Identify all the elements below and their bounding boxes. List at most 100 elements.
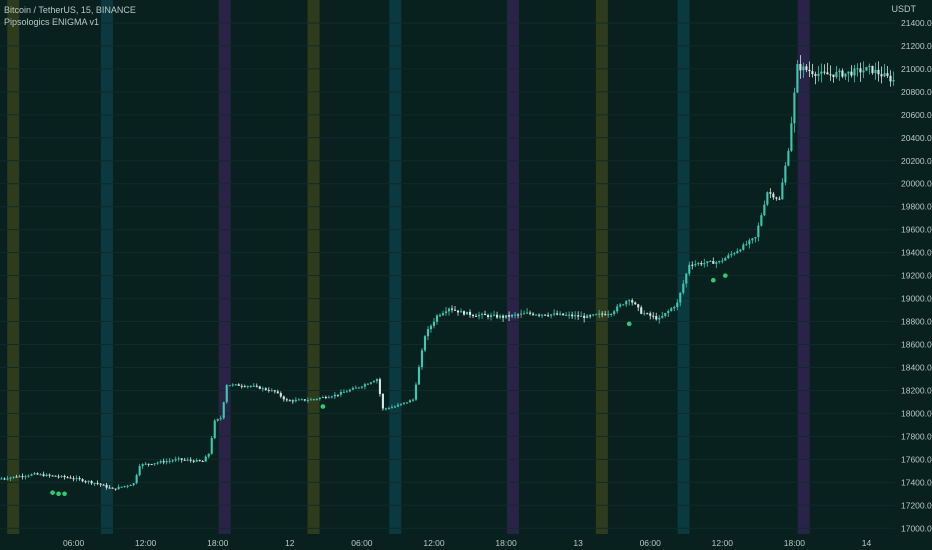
- candle-body: [174, 459, 177, 461]
- candle-body: [405, 402, 409, 404]
- price-tick-label: 21200.00: [901, 41, 932, 51]
- candle-body: [399, 403, 402, 405]
- candle-body: [456, 310, 460, 313]
- candle-body: [297, 399, 300, 401]
- price-axis: 17000.00 17200.00 17400.00 17600.00 17800.00…: [901, 18, 932, 533]
- candle-body: [285, 399, 288, 401]
- candle-body: [219, 418, 222, 420]
- candle-body: [312, 399, 315, 401]
- price-tick-label: 19000.00: [901, 294, 932, 304]
- currency-label: USDT: [891, 4, 917, 14]
- candle-body: [336, 394, 339, 396]
- candle-body: [835, 72, 838, 78]
- candle-body: [267, 389, 270, 391]
- session-bands: [7, 0, 810, 534]
- candle-body: [303, 399, 306, 401]
- candle-body: [429, 325, 433, 330]
- candle-body: [39, 474, 42, 476]
- session-band-yellow: [595, 0, 608, 534]
- candle-body: [465, 311, 469, 315]
- candle-body: [703, 263, 706, 265]
- candle-body: [435, 315, 439, 322]
- candle-body: [318, 397, 321, 399]
- candle-body: [300, 399, 303, 401]
- candle-body: [622, 304, 625, 306]
- candle-body: [144, 463, 147, 465]
- price-tick-label: 18600.00: [901, 340, 932, 350]
- candle-body: [568, 314, 571, 316]
- candle-body: [523, 313, 526, 315]
- candle-body: [129, 485, 132, 487]
- candle-body: [586, 315, 589, 319]
- candle-body: [601, 313, 604, 315]
- candle-body: [321, 397, 324, 399]
- candle-body: [874, 69, 877, 74]
- candle-body: [9, 477, 12, 479]
- candle-body: [775, 197, 778, 199]
- candle-body: [168, 460, 171, 462]
- candle-body: [892, 80, 895, 82]
- candle-body: [237, 384, 240, 386]
- candle-body: [126, 485, 129, 487]
- candle-body: [790, 123, 793, 151]
- candle-body: [571, 314, 574, 317]
- candle-body: [781, 182, 784, 200]
- candle-body: [33, 473, 36, 475]
- candle-body: [255, 385, 258, 387]
- candle-body: [619, 304, 622, 307]
- candle-body: [574, 315, 577, 317]
- candle-body: [396, 404, 399, 407]
- candle-body: [462, 311, 466, 315]
- signal-dot: [723, 273, 728, 278]
- candle-body: [45, 474, 48, 477]
- candle-body: [514, 314, 517, 316]
- candle-body: [477, 314, 481, 317]
- candle-body: [808, 69, 811, 72]
- candle-body: [541, 314, 544, 316]
- time-axis: 06:00 12:00 18:00 12 06:00 12:00 18:00 13 06:00 1…: [63, 538, 872, 548]
- candle-body: [526, 312, 529, 314]
- candle-body: [225, 385, 228, 403]
- candle-body: [105, 484, 108, 488]
- candle-body: [21, 476, 24, 478]
- symbol-title[interactable]: Bitcoin / TetherUS, 15, BINANCE: [4, 5, 136, 15]
- candle-body: [258, 386, 261, 389]
- candle-body: [111, 487, 114, 489]
- candle-body: [375, 379, 378, 382]
- candle-body: [15, 476, 18, 478]
- candle-body: [453, 309, 457, 311]
- signal-dot: [50, 490, 55, 495]
- candle-body: [778, 198, 781, 200]
- candle-body: [673, 307, 676, 309]
- candle-body: [135, 475, 138, 484]
- candle-body: [667, 310, 670, 314]
- candle-body: [688, 264, 691, 274]
- candle-body: [99, 483, 102, 485]
- candle-body: [502, 315, 505, 318]
- candle-body: [222, 402, 225, 419]
- price-tick-label: 19400.00: [901, 248, 932, 258]
- candle-body: [387, 408, 390, 410]
- time-tick-label: 12:00: [423, 538, 445, 548]
- candle-body: [625, 301, 628, 305]
- candle-body: [432, 321, 436, 326]
- candle-body: [18, 476, 21, 478]
- candle-body: [718, 261, 721, 263]
- candle-body: [369, 382, 372, 384]
- candle-body: [535, 314, 538, 316]
- candle-body: [655, 316, 658, 320]
- candle-body: [634, 302, 637, 305]
- candle-body: [141, 464, 144, 467]
- candle-body: [486, 315, 490, 317]
- time-tick-label: 06:00: [640, 538, 662, 548]
- candle-body: [243, 386, 246, 388]
- candle-body: [366, 383, 369, 385]
- candle-body: [90, 481, 93, 484]
- indicator-title[interactable]: Pipsologics ENIGMA v1: [4, 17, 100, 27]
- candle-body: [793, 92, 796, 124]
- candle-body: [54, 475, 57, 477]
- candle-body: [550, 314, 553, 316]
- candle-body: [108, 487, 111, 489]
- time-tick-label: 12:00: [712, 538, 734, 548]
